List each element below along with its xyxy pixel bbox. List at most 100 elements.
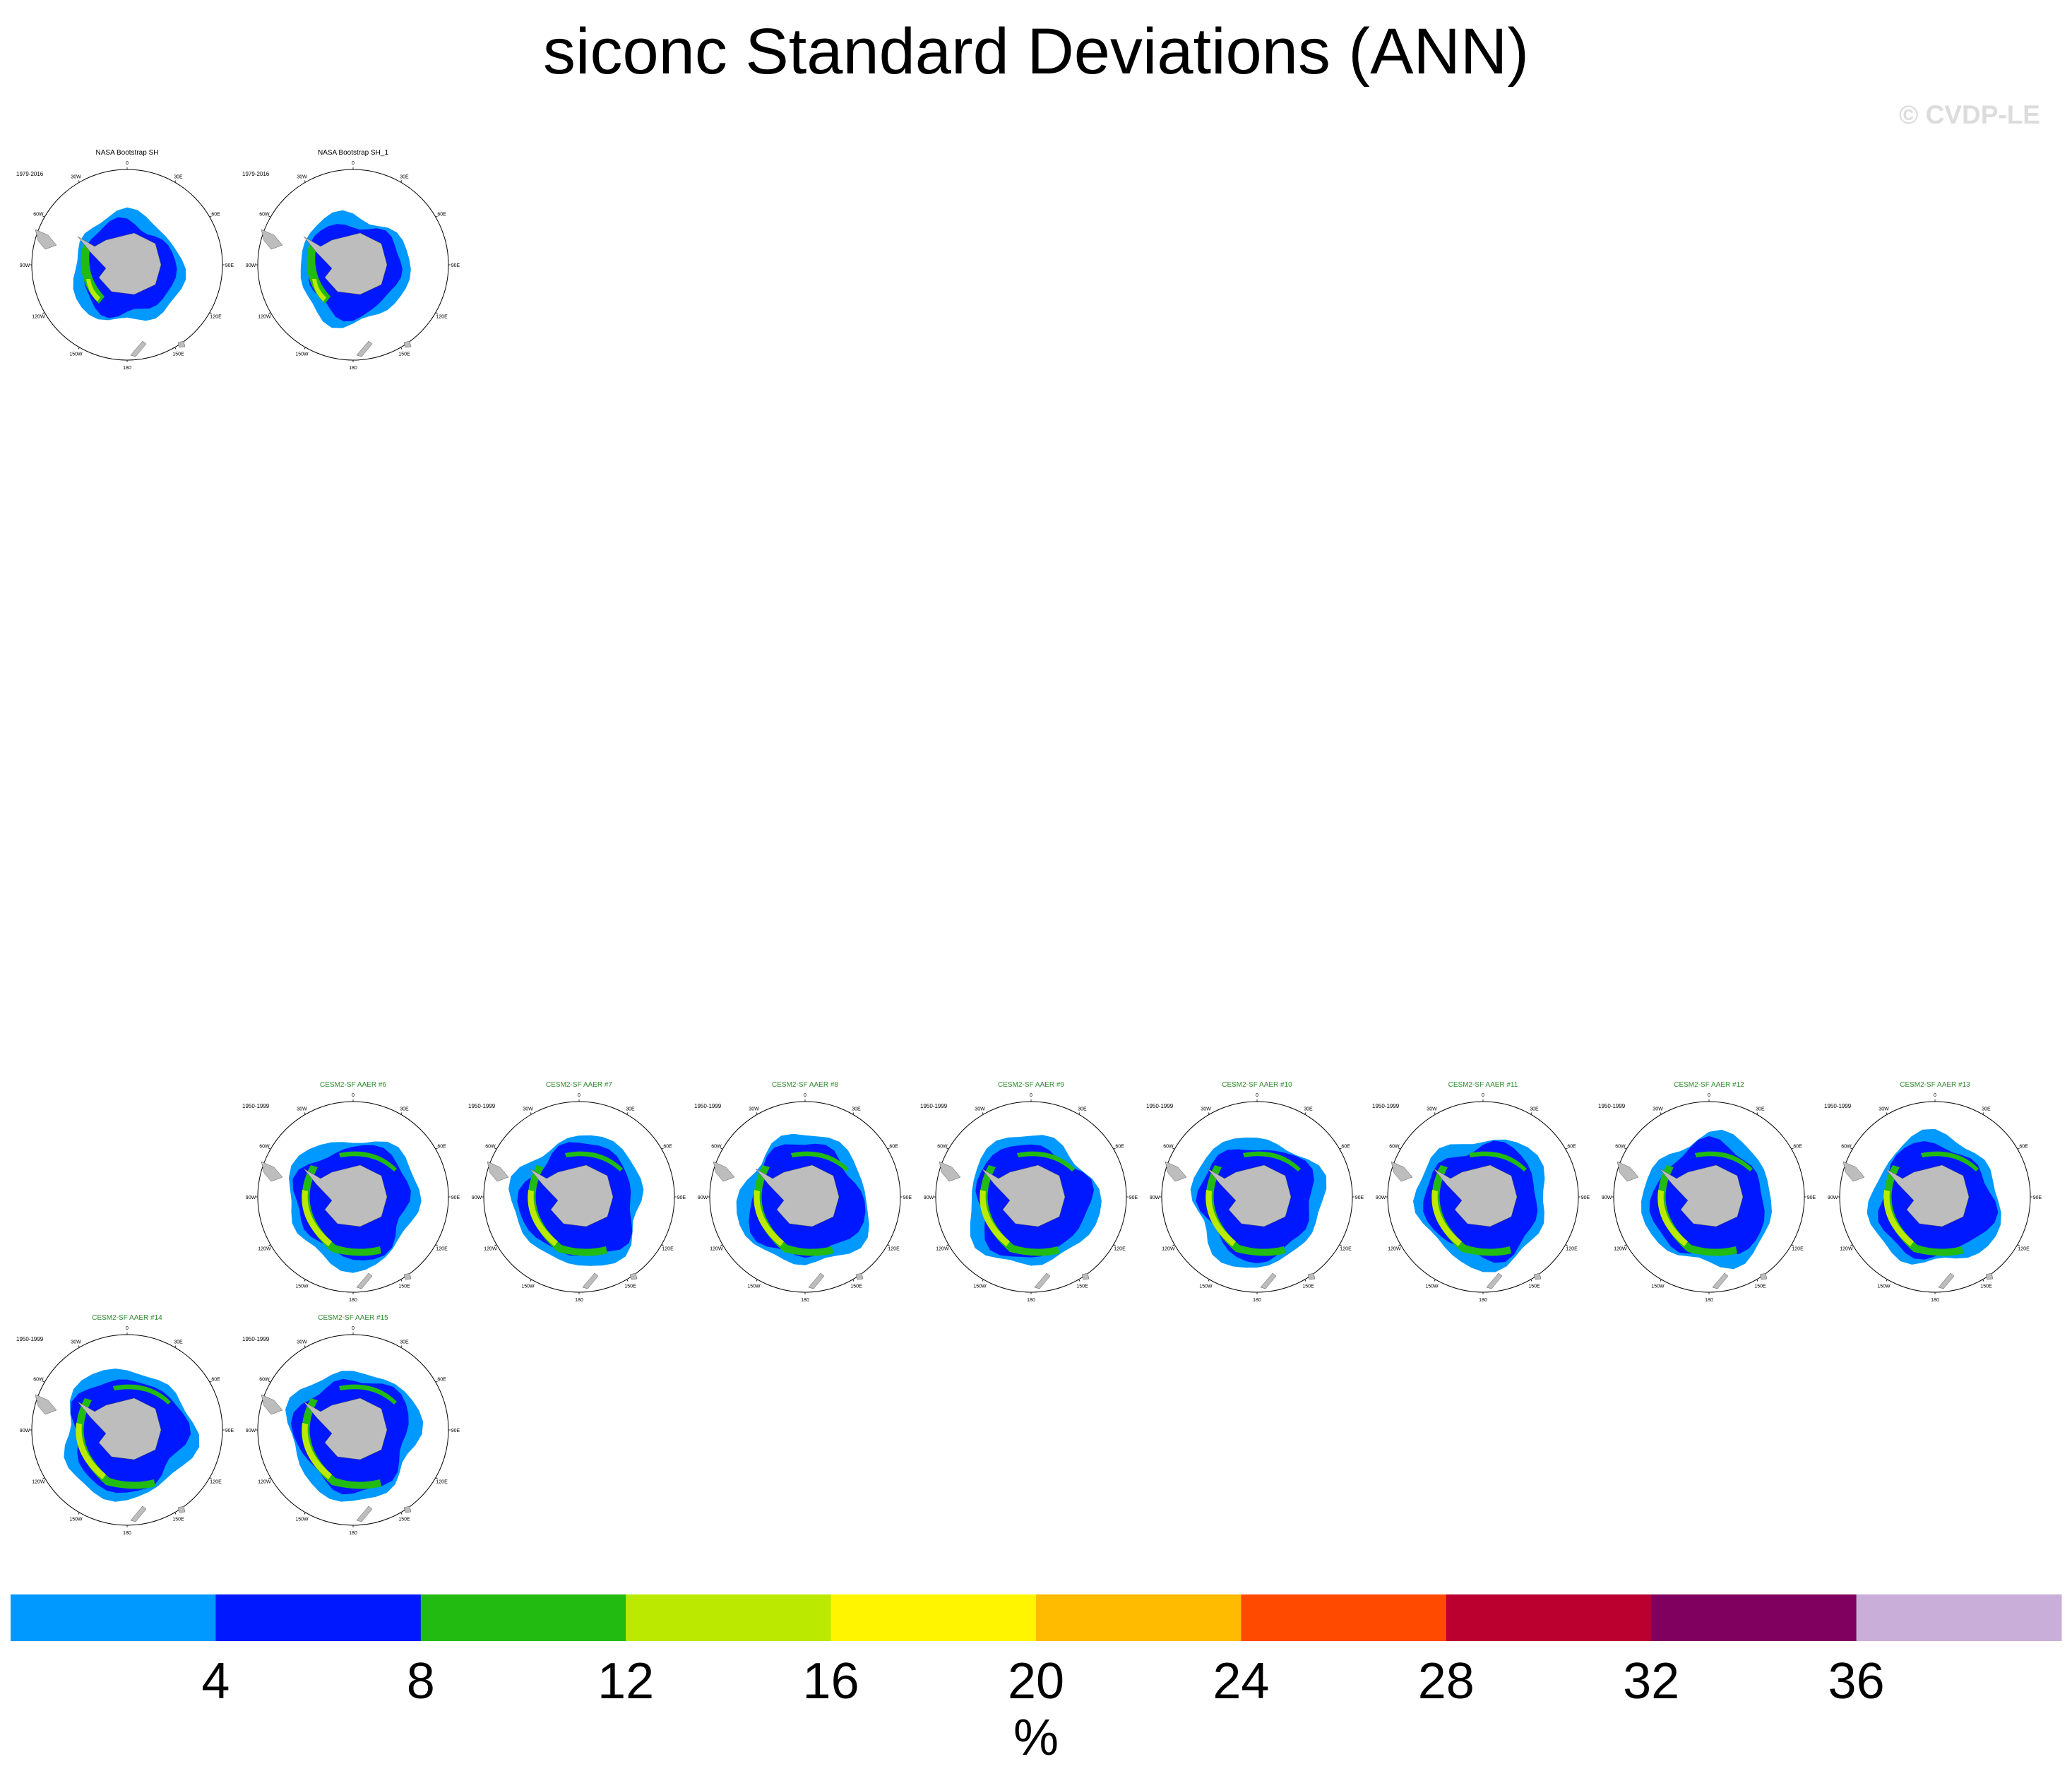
lon-label: 180 xyxy=(349,1531,357,1536)
lon-label: 150E xyxy=(398,352,410,357)
lon-label: 60E xyxy=(1793,1145,1802,1150)
lon-label: 90E xyxy=(1807,1195,1816,1200)
lon-tick xyxy=(1398,1244,1401,1246)
lon-tick xyxy=(2017,1147,2020,1150)
lon-label: 0 xyxy=(352,161,355,166)
tasmania-landmass xyxy=(177,1505,186,1513)
polar-map: CESM2-SF AAER #6 1950-1999 0 30E 60E 90E 120E 1… xyxy=(242,1081,460,1303)
new-zealand-landmass xyxy=(130,340,147,357)
lon-tick xyxy=(1172,1244,1175,1246)
lon-tick xyxy=(982,1112,984,1115)
colorbar-tick-labels: 4 8 12 16 20 24 28 32 36 xyxy=(201,1653,1884,1710)
lon-label: 150E xyxy=(398,1517,410,1522)
lon-label: 30W xyxy=(1201,1107,1211,1111)
lon-label: 150E xyxy=(1076,1284,1088,1289)
siconc-bin-2 xyxy=(791,1151,849,1171)
lon-label: 30W xyxy=(297,174,307,179)
map-panel: CESM2-SF AAER #13 1950-1999 0 30E 60E 90E 120E… xyxy=(1818,1077,2052,1310)
colorbar-label: % xyxy=(1013,1710,1059,1766)
map-panel: CESM2-SF AAER #14 1950-1999 0 30E 60E 90E 120E… xyxy=(11,1310,244,1543)
panel-title: CESM2-SF AAER #7 xyxy=(546,1081,612,1089)
lon-tick xyxy=(1208,1279,1210,1282)
antarctica-landmass xyxy=(755,1164,840,1227)
south-america-landmass xyxy=(1842,1161,1865,1182)
siconc-bin-3 xyxy=(302,1190,332,1246)
lon-label: 90W xyxy=(20,263,30,268)
panel-title: NASA Bootstrap SH_1 xyxy=(318,149,388,157)
siconc-bin-2 xyxy=(306,244,331,304)
siconc-bin-3 xyxy=(312,279,326,302)
lon-tick xyxy=(720,1244,723,1246)
lon-label: 0 xyxy=(126,1326,129,1331)
lon-tick xyxy=(78,1345,80,1348)
lon-tick xyxy=(174,347,177,350)
polar-map: CESM2-SF AAER #12 1950-1999 0 30E 60E 90E 120E… xyxy=(1598,1081,1816,1303)
lon-label: 150E xyxy=(850,1284,862,1289)
panel-period: 1950-1999 xyxy=(242,1103,270,1109)
lon-label: 60W xyxy=(33,213,44,217)
lon-label: 90W xyxy=(246,263,256,268)
lon-tick xyxy=(1660,1279,1662,1282)
antarctica-landmass xyxy=(1433,1164,1518,1227)
south-america-landmass xyxy=(35,1394,57,1415)
lon-tick xyxy=(400,1345,403,1348)
lon-label: 30W xyxy=(975,1107,985,1111)
lon-label: 30E xyxy=(400,1340,409,1344)
lon-label: 60W xyxy=(711,1145,722,1150)
siconc-bin-2 xyxy=(1017,1151,1075,1171)
lon-tick xyxy=(1530,1112,1532,1115)
siconc-bin-3 xyxy=(1883,1190,1914,1246)
panel-period: 1950-1999 xyxy=(920,1103,948,1109)
lon-tick xyxy=(1434,1279,1436,1282)
lon-label: 120W xyxy=(710,1247,723,1252)
colorbar-tick-label: 36 xyxy=(1828,1653,1885,1710)
lon-label: 150E xyxy=(1302,1284,1314,1289)
lon-tick xyxy=(400,1279,403,1282)
lon-label: 150E xyxy=(1980,1284,1992,1289)
lon-label: 30E xyxy=(1756,1107,1765,1111)
panel-period: 1950-1999 xyxy=(1372,1103,1400,1109)
colorbar-tick-label: 20 xyxy=(1008,1653,1064,1710)
panel-period: 1950-1999 xyxy=(16,1336,44,1342)
lon-tick xyxy=(1624,1147,1627,1150)
lon-label: 0 xyxy=(352,1093,355,1098)
new-zealand-landmass xyxy=(1486,1272,1503,1289)
siconc-bin-3 xyxy=(528,1190,558,1246)
siconc-bin-3 xyxy=(980,1190,1010,1246)
map-panel: CESM2-SF AAER #7 1950-1999 0 30E 60E 90E 120E 1… xyxy=(463,1077,696,1310)
lon-label: 30W xyxy=(297,1340,307,1344)
lon-tick xyxy=(982,1279,984,1282)
lon-tick xyxy=(1982,1112,1984,1115)
new-zealand-landmass xyxy=(1034,1272,1051,1289)
lon-tick xyxy=(1113,1244,1116,1246)
lon-label: 90W xyxy=(698,1195,708,1200)
colorbar-bin-8 xyxy=(1651,1594,1857,1641)
tasmania-landmass xyxy=(1985,1272,1994,1280)
lon-label: 120W xyxy=(258,1480,271,1485)
lon-label: 120E xyxy=(436,315,448,320)
lon-tick xyxy=(174,1512,177,1515)
map-panel: CESM2-SF AAER #12 1950-1999 0 30E 60E 90E 120E… xyxy=(1592,1077,1826,1310)
panel-period: 1950-1999 xyxy=(1824,1103,1852,1109)
lon-tick xyxy=(1982,1279,1984,1282)
page-title: siconc Standard Deviations (ANN) xyxy=(543,16,1529,88)
siconc-bin-2 xyxy=(113,1384,171,1405)
colorbar-bin-1 xyxy=(215,1594,422,1641)
lon-label: 60E xyxy=(211,213,220,217)
lon-tick xyxy=(1208,1112,1210,1115)
lon-tick xyxy=(720,1147,723,1150)
lon-label: 150E xyxy=(172,352,184,357)
antarctica-landmass xyxy=(77,232,162,295)
antarctica-landmass xyxy=(303,1164,388,1227)
lon-label: 90E xyxy=(451,1195,460,1200)
lon-label: 0 xyxy=(804,1093,806,1098)
lon-label: 60W xyxy=(937,1145,948,1150)
lon-label: 90W xyxy=(1602,1195,1612,1200)
lon-label: 90E xyxy=(1355,1195,1364,1200)
new-zealand-landmass xyxy=(1712,1272,1729,1289)
siconc-bin-2 xyxy=(1695,1151,1753,1171)
lon-label: 30W xyxy=(749,1107,759,1111)
lon-label: 60W xyxy=(259,1145,270,1150)
south-america-landmass xyxy=(487,1161,509,1182)
lon-tick xyxy=(435,1244,438,1246)
